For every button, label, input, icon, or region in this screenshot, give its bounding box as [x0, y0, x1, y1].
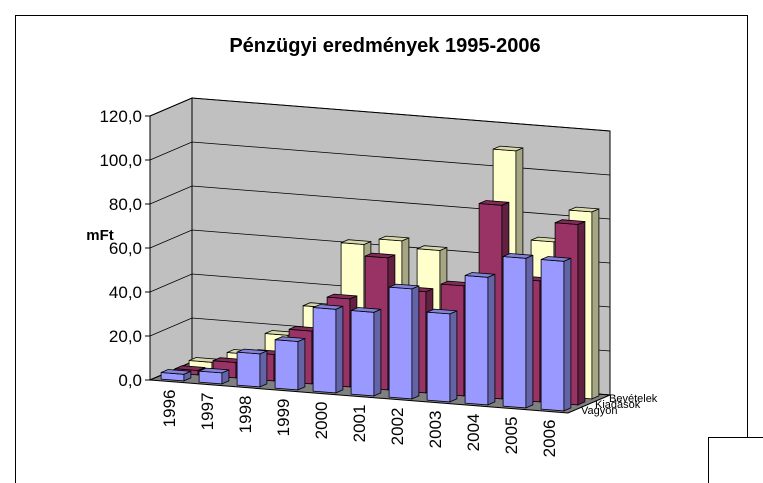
bar-top [464, 272, 496, 278]
bar-side [411, 285, 420, 400]
bar [160, 369, 192, 382]
bar [502, 253, 534, 409]
bar-top [388, 283, 420, 290]
bar-front [274, 339, 299, 391]
bar-side [591, 208, 600, 400]
x-tick-label: 2003 [426, 411, 445, 449]
bar-top [174, 365, 206, 371]
x-tick-label: 1998 [236, 396, 255, 434]
bar [198, 367, 230, 385]
legend-label: Vagyon [581, 405, 618, 417]
bar [236, 348, 268, 388]
bar-front [236, 351, 261, 388]
bar-top [326, 293, 358, 300]
bar-front [426, 311, 451, 403]
bar-front [388, 286, 413, 400]
y-axis-label: mFt [86, 227, 114, 244]
legend-label: Kiadások [595, 399, 641, 411]
grid-line [149, 141, 611, 176]
bar [274, 336, 306, 391]
x-tick-label: 2001 [350, 405, 369, 443]
x-tick-label: 2005 [502, 417, 521, 455]
bar [426, 308, 458, 403]
bar-top [492, 145, 524, 152]
y-tick-label: 120,0 [99, 107, 142, 126]
bar-side [297, 337, 306, 391]
chart-title: Pénzügyi eredmények 1995-2006 [229, 35, 540, 57]
bar-top [540, 256, 572, 262]
x-tick-label: 2004 [464, 414, 483, 452]
bar-top [378, 235, 410, 242]
bar [540, 256, 572, 412]
bar-front [540, 259, 565, 412]
bar-front [502, 256, 527, 409]
bar-top [568, 206, 600, 213]
bar-front [350, 310, 375, 397]
bar-side [487, 273, 496, 406]
bar-top [502, 253, 534, 259]
y-tick-label: 40,0 [109, 283, 142, 302]
bar-top [416, 245, 448, 251]
bar-top [478, 200, 510, 206]
bar [464, 272, 496, 406]
bar-side [563, 257, 572, 412]
x-tick-label: 2006 [540, 420, 559, 458]
bar-top [274, 336, 306, 342]
bar-side [373, 308, 382, 397]
y-tick-label: 0,0 [118, 371, 142, 390]
y-tick-label: 60,0 [109, 239, 142, 258]
bar-front [464, 275, 489, 406]
bar-top [426, 308, 458, 315]
bar-side [577, 220, 586, 406]
x-tick-label: 2002 [388, 408, 407, 446]
bar-side [449, 310, 458, 403]
bar-top [236, 348, 268, 355]
bar-side [525, 254, 534, 409]
grid-line [149, 229, 611, 264]
x-tick-label: 1997 [198, 393, 217, 431]
bar-side [335, 305, 344, 394]
y-tick-label: 80,0 [109, 195, 142, 214]
grid-line [149, 97, 611, 132]
bar [312, 304, 344, 394]
y-tick-label: 20,0 [109, 327, 142, 346]
bar-side [259, 350, 268, 388]
bar-top [554, 219, 586, 225]
grid-line [149, 185, 611, 220]
bar-front [312, 307, 337, 394]
bar-top [312, 304, 344, 310]
bar-top [364, 252, 396, 259]
bar [350, 307, 382, 397]
corner-box [708, 437, 763, 483]
x-tick-label: 2000 [312, 402, 331, 440]
bar-top [350, 307, 382, 313]
bar-top [340, 239, 372, 245]
bar-top [198, 367, 230, 374]
legend-label: Bevételek [609, 393, 658, 405]
x-tick-label: 1996 [160, 390, 179, 428]
y-tick-label: 100,0 [99, 151, 142, 170]
x-tick-label: 1999 [274, 399, 293, 437]
bar-top [160, 369, 192, 375]
bar [388, 283, 420, 400]
